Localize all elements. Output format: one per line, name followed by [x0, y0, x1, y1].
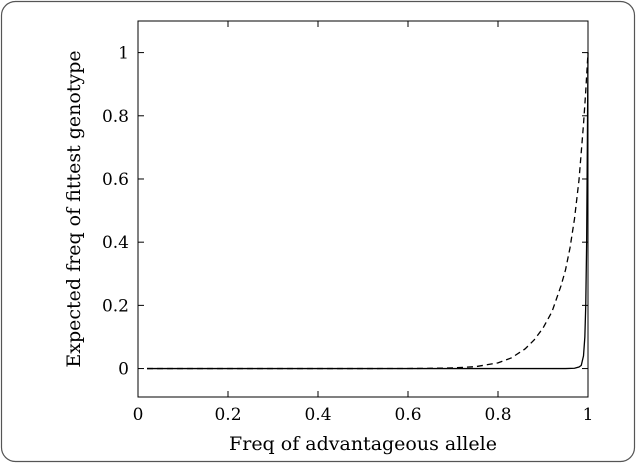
y-tick-label: 0.4 [102, 233, 129, 253]
x-axis-label: Freq of advantageous allele [229, 433, 497, 455]
dashed-series-line [147, 52, 589, 370]
ticks-layer: 0 0.2 0.4 0.6 0.8 1 0 0.2 0.4 0.6 0.8 1 [102, 21, 593, 425]
x-tick-label: 0.4 [304, 405, 331, 425]
y-tick-label: 1 [118, 44, 129, 64]
y-tick-label: 0.6 [102, 170, 129, 190]
plot-frame [137, 20, 589, 398]
x-tick-label: 0 [133, 405, 144, 425]
y-tick-label: 0.2 [102, 296, 129, 316]
x-tick-label: 1 [583, 405, 594, 425]
series-layer [147, 52, 589, 370]
y-tick-label: 0 [118, 360, 129, 380]
x-tick-label: 0.6 [394, 405, 421, 425]
x-tick-label: 0.2 [214, 405, 241, 425]
y-tick-label: 0.8 [102, 107, 129, 127]
x-tick-label: 0.8 [484, 405, 511, 425]
y-axis-label: Expected freq of fittest genotype [63, 50, 85, 367]
solid-series-line [147, 52, 589, 370]
